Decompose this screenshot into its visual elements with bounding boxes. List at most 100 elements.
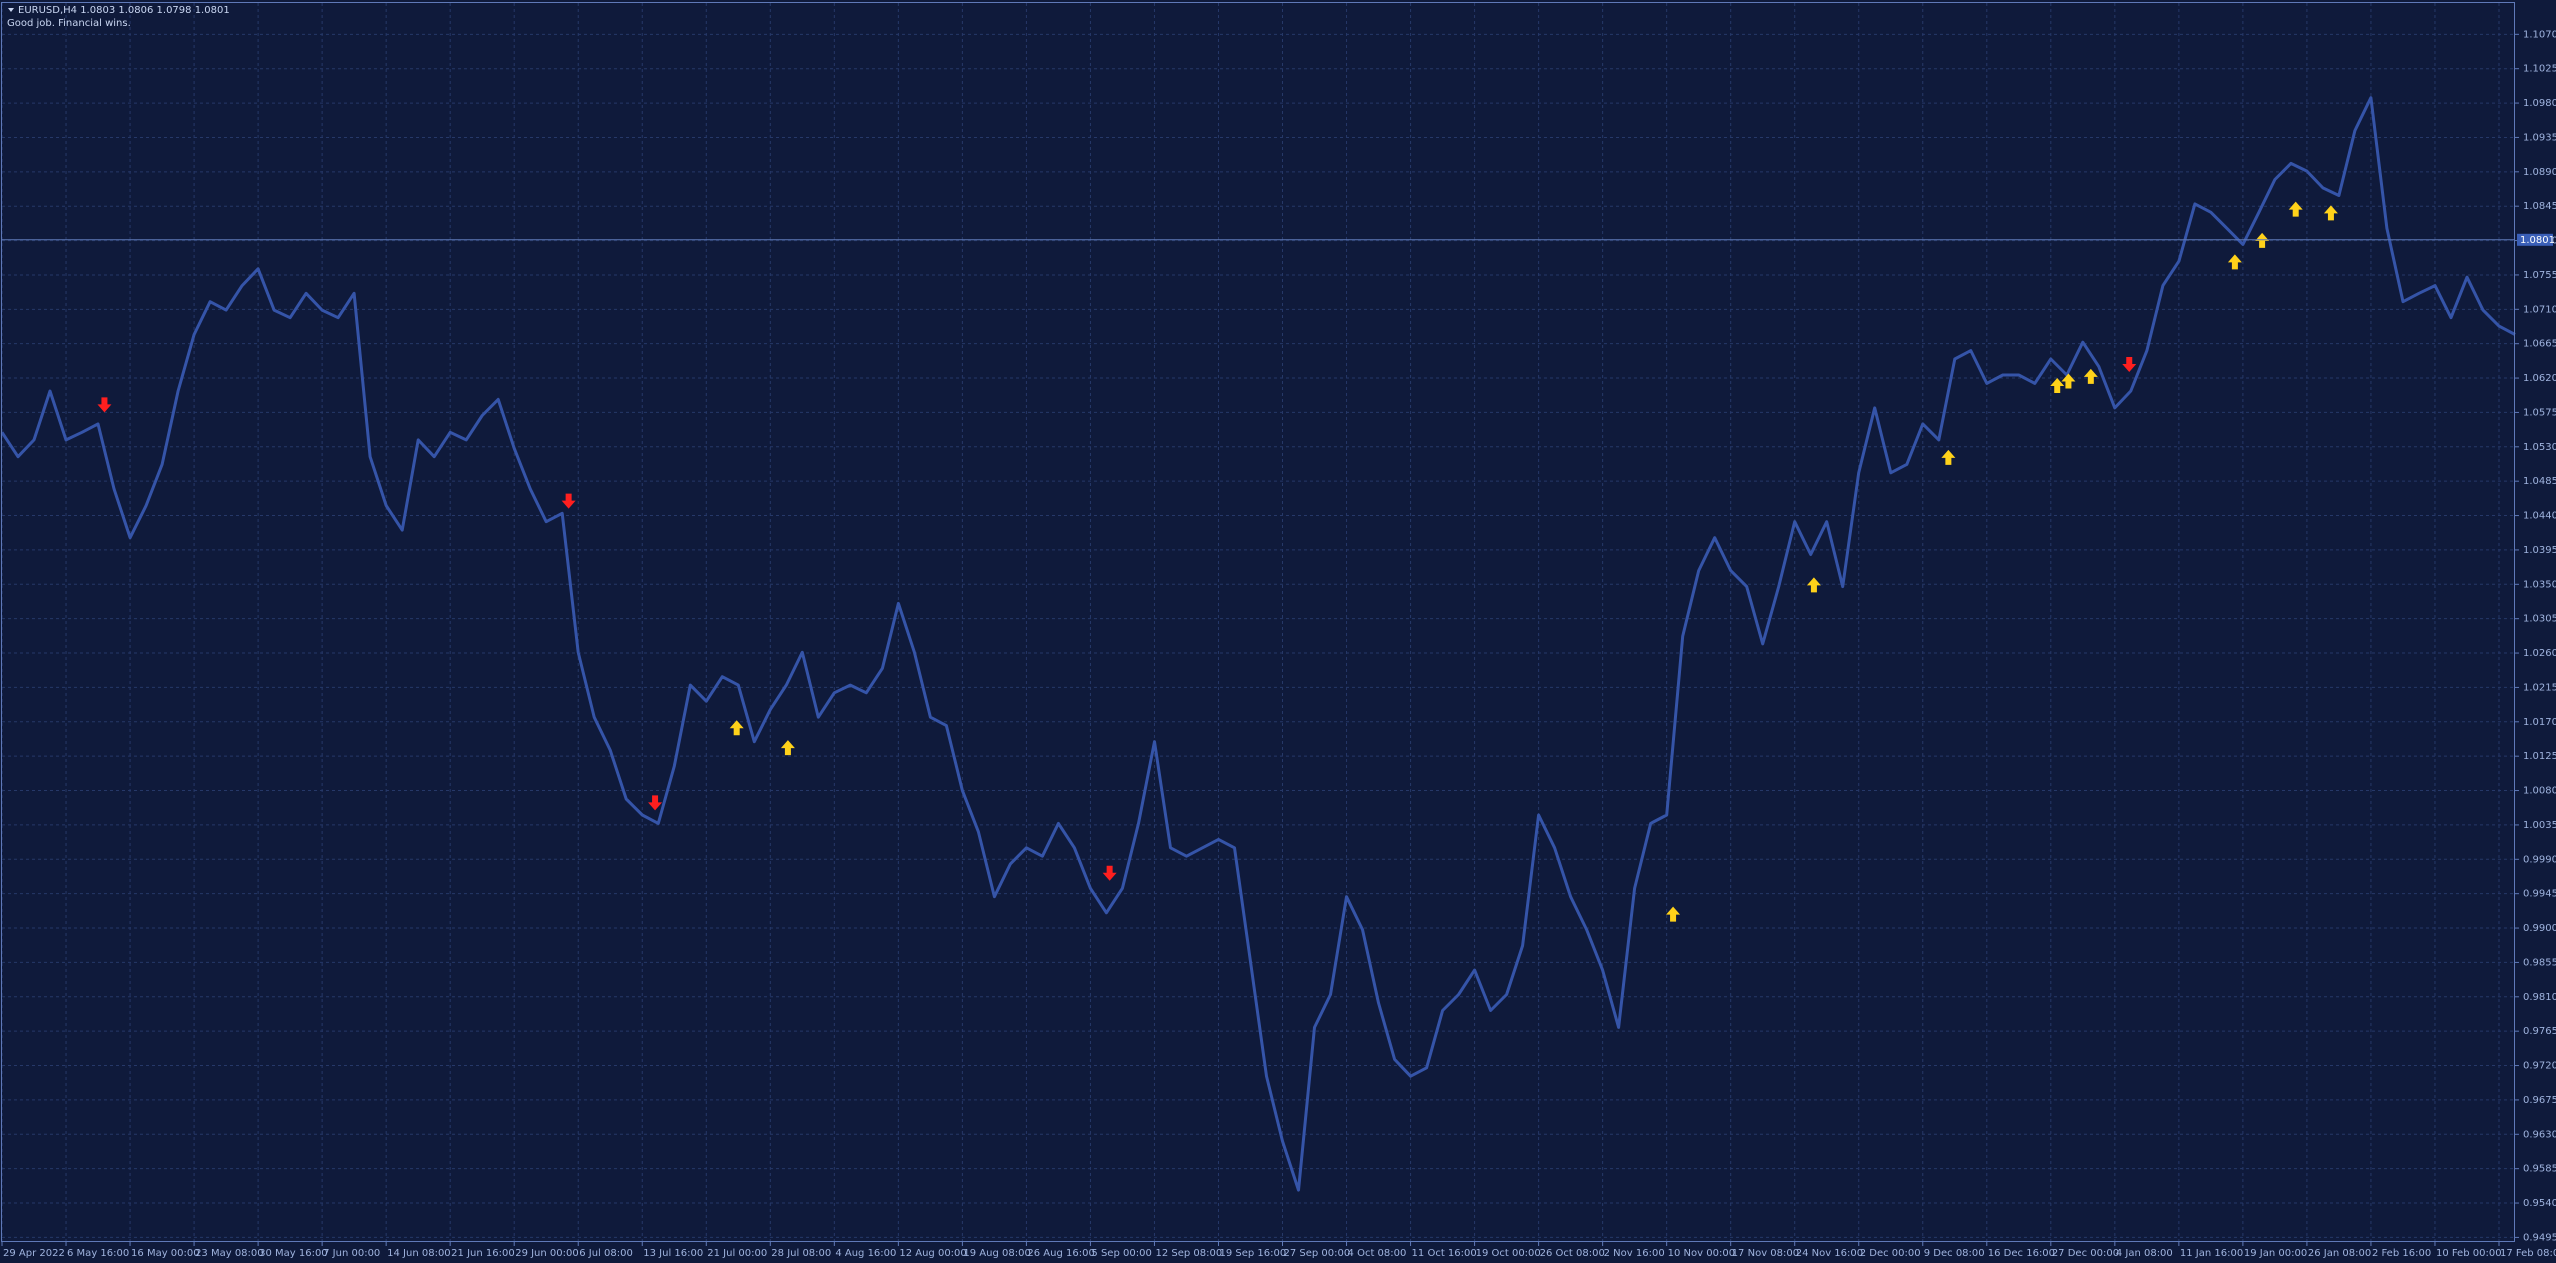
x-tick-label: 2 Nov 16:00 <box>1604 1248 1665 1259</box>
x-tick-label: 13 Jul 16:00 <box>643 1248 703 1259</box>
x-tick-label: 26 Jan 08:00 <box>2308 1248 2371 1259</box>
x-tick-label: 24 Nov 16:00 <box>1796 1248 1863 1259</box>
x-tick-label: 2 Feb 16:00 <box>2372 1248 2431 1259</box>
signal-arrow <box>729 720 744 736</box>
y-tick-label: 1.0665 <box>2523 339 2556 350</box>
x-tick-label: 26 Aug 16:00 <box>1027 1248 1094 1259</box>
x-tick-label: 4 Oct 08:00 <box>1348 1248 1407 1259</box>
y-tick-label: 1.0620 <box>2523 373 2556 384</box>
x-tick-label: 17 Feb 08:00 <box>2500 1248 2556 1259</box>
y-tick-label: 0.9540 <box>2523 1198 2556 1209</box>
x-tick-label: 2 Dec 00:00 <box>1860 1248 1921 1259</box>
y-tick-label: 1.0530 <box>2523 442 2556 453</box>
x-tick-label: 11 Oct 16:00 <box>1412 1248 1477 1259</box>
collapse-icon[interactable] <box>8 8 14 12</box>
plot-frame <box>1 2 2515 1242</box>
y-tick-label: 0.9630 <box>2523 1129 2556 1140</box>
x-tick-label: 30 May 16:00 <box>259 1248 328 1259</box>
x-tick-label: 4 Jan 08:00 <box>2116 1248 2173 1259</box>
y-tick-label: 0.9720 <box>2523 1061 2556 1072</box>
x-tick-label: 9 Dec 08:00 <box>1924 1248 1985 1259</box>
y-tick-label: 1.0845 <box>2523 201 2556 212</box>
y-tick-label: 1.0350 <box>2523 579 2556 590</box>
signal-arrow <box>1666 906 1681 922</box>
signal-arrow <box>2050 378 2065 394</box>
x-tick-label: 6 Jul 08:00 <box>579 1248 633 1259</box>
y-tick-label: 1.0890 <box>2523 167 2556 178</box>
x-tick-label: 12 Aug 00:00 <box>899 1248 966 1259</box>
y-tick-label: 1.0170 <box>2523 717 2556 728</box>
y-tick-label: 0.9495 <box>2523 1232 2556 1243</box>
signal-arrow <box>648 795 663 811</box>
signal-arrow <box>1806 577 1821 593</box>
y-tick-label: 1.0440 <box>2523 511 2556 522</box>
y-tick-label: 1.0215 <box>2523 682 2556 693</box>
x-tick-label: 14 Jun 08:00 <box>387 1248 451 1259</box>
signal-arrow <box>2288 201 2303 217</box>
y-tick-label: 1.0935 <box>2523 132 2556 143</box>
signal-arrow <box>2083 368 2098 384</box>
signal-arrow <box>2323 205 2338 221</box>
y-tick-label: 0.9675 <box>2523 1095 2556 1106</box>
x-tick-label: 23 May 08:00 <box>195 1248 264 1259</box>
y-tick-label: 0.9810 <box>2523 992 2556 1003</box>
y-tick-label: 1.0125 <box>2523 751 2556 762</box>
x-tick-label: 27 Dec 00:00 <box>2052 1248 2119 1259</box>
y-tick-label: 1.1070 <box>2523 29 2556 40</box>
y-tick-label: 1.0395 <box>2523 545 2556 556</box>
y-tick-label: 0.9855 <box>2523 957 2556 968</box>
x-tick-label: 7 Jun 00:00 <box>323 1248 380 1259</box>
x-tick-label: 19 Sep 16:00 <box>1219 1248 1286 1259</box>
x-tick-label: 12 Sep 08:00 <box>1155 1248 1222 1259</box>
y-tick-label: 0.9990 <box>2523 854 2556 865</box>
y-tick-label: 0.9765 <box>2523 1026 2556 1037</box>
signal-arrow <box>2227 254 2242 270</box>
signal-arrow <box>561 493 576 509</box>
y-tick-label: 0.9585 <box>2523 1164 2556 1175</box>
current-price-box <box>2517 233 2553 246</box>
x-tick-label: 27 Sep 00:00 <box>1284 1248 1351 1259</box>
signal-arrow <box>2255 232 2270 248</box>
signal-arrow <box>1102 865 1117 881</box>
x-tick-label: 19 Jan 00:00 <box>2244 1248 2307 1259</box>
price-line <box>0 96 2516 1192</box>
chart-title: EURUSD,H4 1.0803 1.0806 1.0798 1.0801 <box>18 5 230 16</box>
y-tick-label: 1.0080 <box>2523 786 2556 797</box>
x-tick-label: 5 Sep 00:00 <box>1091 1248 1151 1259</box>
x-tick-label: 11 Jan 16:00 <box>2180 1248 2243 1259</box>
y-tick-label: 0.9945 <box>2523 889 2556 900</box>
y-tick-label: 0.9900 <box>2523 923 2556 934</box>
x-tick-label: 4 Aug 16:00 <box>835 1248 896 1259</box>
signal-arrow <box>780 740 795 756</box>
x-tick-label: 10 Nov 00:00 <box>1668 1248 1735 1259</box>
x-tick-label: 16 May 00:00 <box>131 1248 200 1259</box>
x-tick-label: 26 Oct 08:00 <box>1540 1248 1605 1259</box>
x-tick-label: 29 Jun 00:00 <box>515 1248 579 1259</box>
x-tick-label: 19 Aug 08:00 <box>963 1248 1030 1259</box>
signal-arrow <box>2061 373 2076 389</box>
x-tick-label: 21 Jul 00:00 <box>707 1248 767 1259</box>
y-tick-label: 1.0035 <box>2523 820 2556 831</box>
grid <box>1 3 2515 1242</box>
chart-subtitle: Good job. Financial wins. <box>7 18 131 29</box>
signal-arrow <box>97 397 112 413</box>
current-price-label: 1.0801 <box>2520 235 2555 246</box>
signal-arrow <box>2122 356 2137 372</box>
x-tick-label: 17 Nov 08:00 <box>1732 1248 1799 1259</box>
signal-arrow <box>1941 449 1956 465</box>
x-tick-label: 29 Apr 2022 <box>3 1248 65 1259</box>
y-tick-label: 1.1025 <box>2523 64 2556 75</box>
x-tick-label: 10 Feb 00:00 <box>2436 1248 2502 1259</box>
y-tick-label: 1.0755 <box>2523 270 2556 281</box>
x-tick-label: 21 Jun 16:00 <box>451 1248 515 1259</box>
x-tick-label: 28 Jul 08:00 <box>771 1248 831 1259</box>
y-tick-label: 1.0710 <box>2523 304 2556 315</box>
x-tick-label: 19 Oct 00:00 <box>1476 1248 1541 1259</box>
y-tick-label: 1.0575 <box>2523 407 2556 418</box>
y-tick-label: 1.0305 <box>2523 614 2556 625</box>
x-tick-label: 16 Dec 16:00 <box>1988 1248 2055 1259</box>
y-tick-label: 1.0485 <box>2523 476 2556 487</box>
